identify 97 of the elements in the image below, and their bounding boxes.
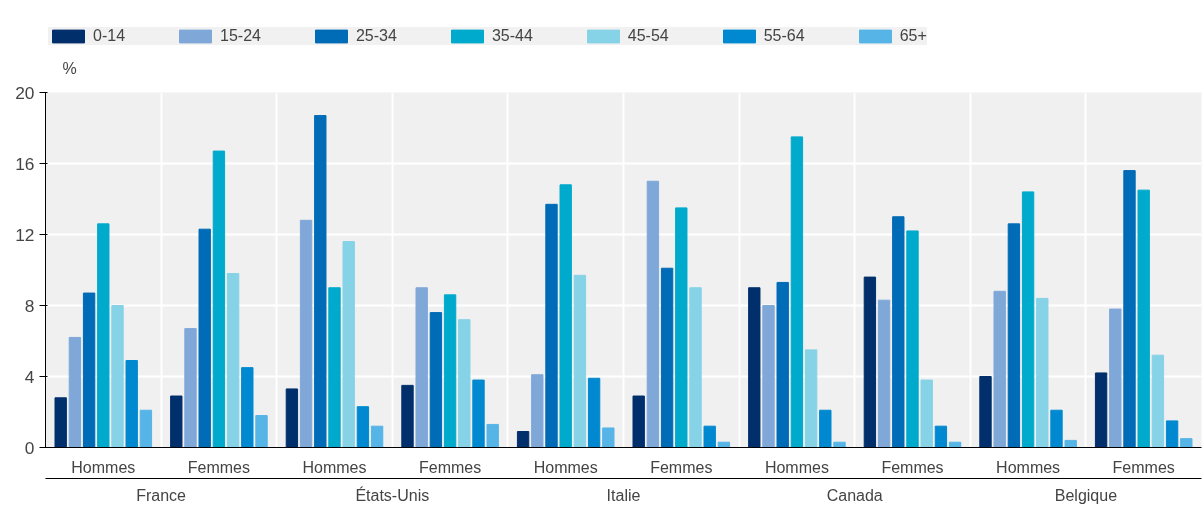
bar <box>906 230 919 448</box>
bar <box>212 150 226 448</box>
bar <box>458 319 471 448</box>
bar <box>892 216 905 448</box>
bar <box>1036 297 1049 448</box>
bar <box>602 427 615 448</box>
bar <box>675 207 688 448</box>
x-tick-label: Hommes <box>764 458 829 476</box>
bar <box>748 287 761 448</box>
bar <box>255 415 268 448</box>
y-tick-label: 16 <box>15 153 35 174</box>
bar <box>1165 420 1179 448</box>
bar <box>356 406 370 448</box>
bar <box>587 377 601 448</box>
bar <box>516 431 530 448</box>
bar <box>285 388 299 448</box>
x-tick-label: Hommes <box>71 458 136 476</box>
bar <box>703 425 716 448</box>
legend-label: 45-54 <box>627 27 669 45</box>
bar <box>934 425 948 448</box>
bar <box>646 180 660 448</box>
bar <box>486 423 499 448</box>
x-tick-label: Femmes <box>187 458 251 476</box>
bar <box>1180 438 1193 448</box>
y-tick-label: 8 <box>24 295 35 316</box>
bar <box>370 425 384 448</box>
legend-label: 55-64 <box>763 27 805 45</box>
x-tick-label: Femmes <box>1112 458 1175 476</box>
bar <box>819 409 832 448</box>
x-tick-label: Femmes <box>881 458 944 476</box>
bar <box>226 273 240 448</box>
bar <box>184 328 197 448</box>
bar <box>429 312 443 448</box>
y-tick-label: 12 <box>15 224 35 245</box>
bar <box>472 379 485 448</box>
bar <box>863 276 877 448</box>
text: Italie <box>606 486 641 504</box>
bar <box>170 395 183 448</box>
bar <box>833 441 846 448</box>
bar <box>790 136 804 448</box>
x-tick-label: Femmes <box>650 458 713 476</box>
bar <box>54 397 67 448</box>
bar <box>1109 308 1122 448</box>
bar <box>342 241 355 448</box>
bar <box>531 374 544 448</box>
bar <box>1021 191 1035 448</box>
bar <box>97 223 110 448</box>
bar <box>689 287 702 448</box>
legend-label: 35-44 <box>491 27 533 45</box>
bar <box>660 267 674 448</box>
text: France <box>136 486 187 504</box>
bar <box>125 360 138 448</box>
bar <box>1094 372 1108 448</box>
bar <box>545 203 558 448</box>
bar <box>1064 439 1077 448</box>
text: Canada <box>826 486 883 504</box>
bar <box>877 299 891 448</box>
bar <box>443 294 457 448</box>
y-tick-label: 4 <box>24 366 35 387</box>
bar <box>1007 223 1021 448</box>
text: États-Unis <box>355 485 430 504</box>
y-axis-title: % <box>62 59 77 77</box>
bar <box>762 305 775 448</box>
bar <box>920 379 933 448</box>
legend-label: 25-34 <box>355 27 397 45</box>
bar <box>415 287 428 448</box>
bar <box>632 395 645 448</box>
text: Belgique <box>1054 486 1118 504</box>
legend-label: 0-14 <box>93 27 126 45</box>
y-tick-label: 20 <box>15 82 35 103</box>
legend-label: 15-24 <box>220 27 261 45</box>
bar <box>82 292 96 448</box>
bar <box>299 219 313 448</box>
bar <box>1123 170 1136 448</box>
bar <box>1151 354 1165 448</box>
bar <box>401 384 414 448</box>
x-tick-label: Femmes <box>418 458 482 476</box>
bar <box>573 274 587 448</box>
bar <box>776 281 789 448</box>
bar <box>198 228 211 448</box>
bar <box>139 409 153 448</box>
bar <box>804 349 818 448</box>
x-tick-label: Hommes <box>996 458 1061 476</box>
bar <box>111 305 124 448</box>
x-tick-label: Hommes <box>302 458 367 476</box>
bar <box>1050 409 1063 448</box>
bar <box>314 115 327 448</box>
bar <box>241 367 254 448</box>
bar <box>68 336 82 448</box>
bar <box>328 287 341 448</box>
x-tick-label: Hommes <box>533 458 598 476</box>
bar <box>1137 189 1150 448</box>
bar <box>993 290 1006 448</box>
bar <box>979 376 992 448</box>
legend-label: 65+ <box>899 27 927 45</box>
y-tick-label: 0 <box>24 437 35 458</box>
bar <box>559 184 572 448</box>
